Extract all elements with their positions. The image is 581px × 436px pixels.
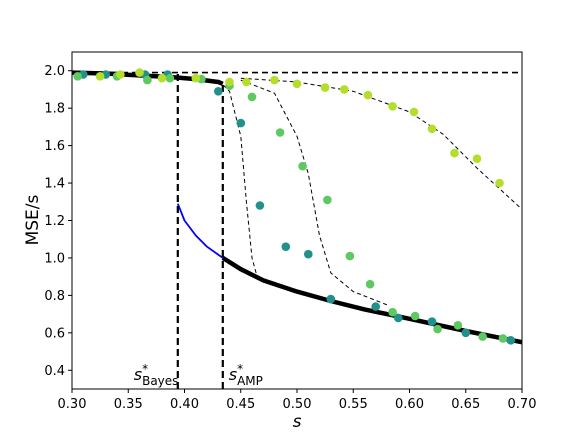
x-tick-label: 0.45 [226, 397, 255, 412]
data-point [363, 90, 373, 100]
x-axis-label: s [293, 412, 302, 432]
annotation-amp: s* AMP [229, 362, 263, 388]
data-point [323, 195, 332, 205]
data-point [410, 311, 420, 321]
y-tick-label: 1.2 [44, 214, 65, 229]
data-point [292, 79, 302, 89]
x-tick-label: 0.55 [339, 397, 368, 412]
x-tick-label: 0.35 [114, 397, 143, 412]
data-point [427, 124, 437, 134]
data-point [450, 148, 459, 158]
data-point [427, 317, 437, 326]
y-tick-label: 0.8 [44, 289, 65, 304]
data-point [433, 324, 442, 334]
data-point [135, 68, 144, 77]
data-point [409, 107, 419, 117]
data-point [320, 83, 330, 92]
plot-content [71, 68, 523, 389]
data-point [242, 77, 251, 87]
data-point [214, 87, 223, 96]
data-point [388, 102, 397, 111]
data-point [116, 70, 125, 79]
data-point [191, 73, 201, 83]
data-point [95, 72, 105, 81]
data-point [281, 242, 291, 251]
y-axis-label: MSE/s [23, 194, 43, 245]
data-point [453, 321, 463, 330]
data-point [472, 154, 482, 163]
y-tick-label: 0.4 [44, 364, 65, 379]
x-tick-label: 0.70 [508, 397, 537, 412]
data-point [236, 118, 246, 128]
x-axis: 0.30 0.35 0.40 0.45 0.50 0.55 0.60 0.65 0.70 [58, 389, 537, 412]
y-tick-label: 1.4 [44, 177, 65, 192]
line-finite-size-3 [240, 77, 523, 210]
line-finite-size-1 [217, 79, 264, 283]
data-point [165, 73, 175, 83]
data-point [371, 302, 381, 311]
y-tick-label: 1.6 [44, 139, 65, 154]
data-point [478, 332, 487, 341]
data-point [365, 279, 375, 289]
data-point [304, 249, 313, 259]
line-metastable [176, 203, 224, 259]
data-point [340, 85, 349, 94]
data-point [157, 73, 167, 83]
data-point [495, 178, 504, 188]
x-tick-label: 0.50 [283, 397, 312, 412]
data-point [255, 201, 265, 210]
data-point [270, 75, 279, 85]
x-tick-label: 0.60 [395, 397, 424, 412]
y-tick-label: 2.0 [44, 64, 65, 79]
y-tick-label: 1.8 [44, 102, 65, 117]
data-point [498, 334, 508, 343]
line-state-evolution-lower [221, 255, 523, 345]
annotations: s* Bayes s* AMP [134, 362, 263, 388]
data-point [225, 77, 234, 87]
y-tick-label: 1.0 [44, 251, 65, 266]
data-point [73, 72, 82, 81]
data-point [247, 92, 257, 102]
data-point [388, 307, 397, 317]
line-finite-size-2 [240, 79, 388, 306]
plot-frame [71, 51, 523, 390]
data-point [506, 336, 516, 345]
annotation-bayes: s* Bayes [134, 362, 179, 388]
x-tick-label: 0.40 [170, 397, 199, 412]
data-point [345, 251, 355, 261]
x-tick-label: 0.30 [58, 397, 87, 412]
y-tick-label: 0.6 [44, 326, 65, 341]
data-point [326, 294, 336, 304]
y-axis: 0.4 0.6 0.8 1.0 1.2 1.4 1.6 1.8 2.0 [44, 64, 72, 379]
data-point [275, 128, 285, 137]
data-point [143, 75, 152, 85]
data-point [394, 313, 403, 323]
x-tick-label: 0.65 [451, 397, 480, 412]
data-point [461, 328, 471, 338]
data-point [298, 161, 307, 171]
